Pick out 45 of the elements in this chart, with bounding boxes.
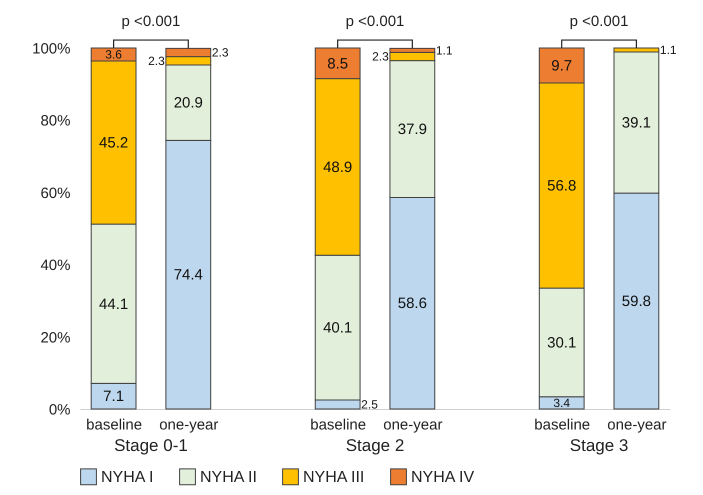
y-tick-label: 80% bbox=[40, 112, 70, 130]
x-tick-label: baseline bbox=[86, 416, 142, 434]
legend-label: NYHA I bbox=[101, 468, 154, 486]
y-tick-label: 20% bbox=[40, 329, 70, 346]
x-tick-label: one-year bbox=[159, 416, 218, 434]
text: Stage 0-1 bbox=[114, 436, 188, 455]
text: p <0.001 bbox=[346, 13, 404, 30]
data-label: 1.1 bbox=[436, 43, 453, 58]
data-label: 2.5 bbox=[361, 397, 378, 412]
data-label: 40.1 bbox=[323, 320, 352, 337]
text: p <0.001 bbox=[122, 13, 180, 30]
text: Stage 3 bbox=[570, 436, 628, 455]
data-label: 3.6 bbox=[105, 48, 122, 62]
data-label: 30.1 bbox=[547, 334, 576, 352]
data-label: 58.6 bbox=[398, 295, 427, 312]
data-label: 59.8 bbox=[622, 293, 651, 310]
legend-label: NYHA IV bbox=[411, 468, 474, 486]
data-label: 74.4 bbox=[174, 266, 203, 284]
data-label: 1.1 bbox=[660, 42, 677, 57]
data-label: 3.4 bbox=[553, 396, 570, 410]
x-tick-label: baseline bbox=[534, 416, 590, 434]
data-label: 37.9 bbox=[398, 121, 427, 138]
x-tick-label: baseline bbox=[310, 416, 366, 434]
data-label: 9.7 bbox=[551, 58, 572, 75]
y-tick-label: 100% bbox=[32, 40, 70, 58]
data-label: 7.1 bbox=[103, 388, 124, 406]
data-label: 8.5 bbox=[327, 55, 348, 72]
data-label: 56.8 bbox=[547, 178, 576, 195]
text: Stage 2 bbox=[346, 436, 404, 455]
data-label: 45.2 bbox=[99, 134, 128, 152]
y-tick-label: 60% bbox=[40, 184, 70, 202]
x-tick-label: one-year bbox=[383, 416, 442, 434]
data-label: 2.3 bbox=[148, 54, 166, 68]
data-label: 2.3 bbox=[372, 49, 390, 64]
data-label: 39.1 bbox=[622, 114, 651, 132]
text: p <0.001 bbox=[570, 13, 628, 30]
x-tick-label: one-year bbox=[607, 416, 666, 434]
data-label: 44.1 bbox=[99, 296, 128, 313]
legend-label: NYHA II bbox=[200, 468, 257, 486]
data-label: 2.3 bbox=[212, 46, 229, 60]
y-tick-label: 0% bbox=[48, 402, 70, 418]
data-label: 48.9 bbox=[323, 158, 352, 176]
legend-label: NYHA III bbox=[303, 468, 364, 486]
y-tick-label: 40% bbox=[40, 257, 70, 274]
data-label: 20.9 bbox=[174, 94, 203, 112]
